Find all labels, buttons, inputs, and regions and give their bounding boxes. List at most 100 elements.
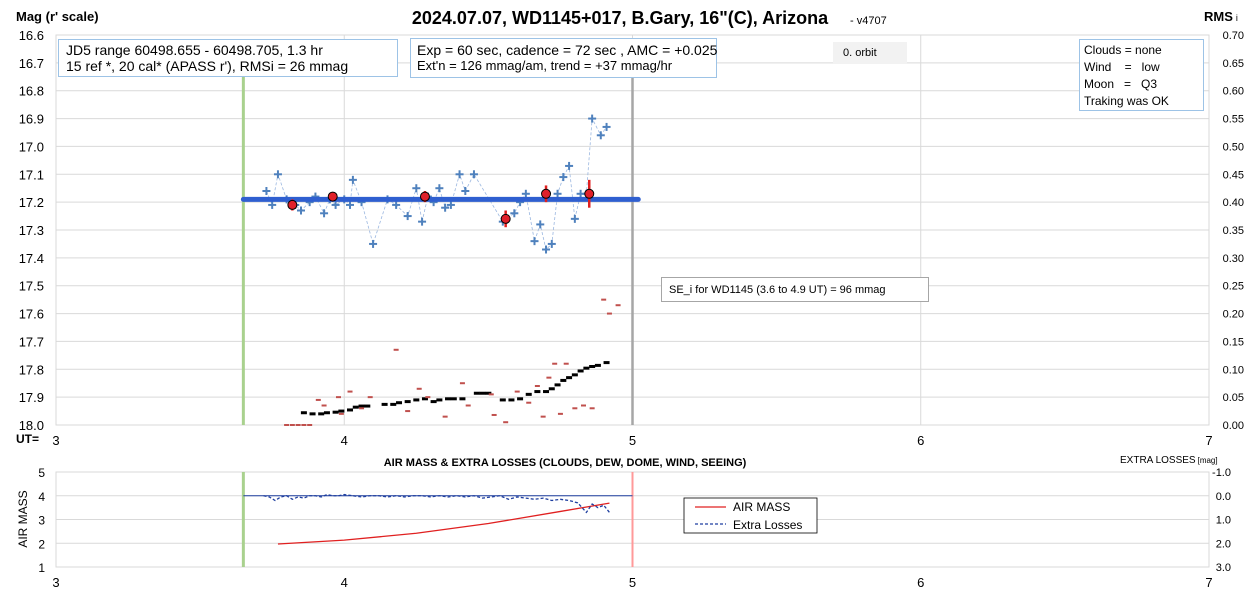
top-rms-tick-label: 0.20 xyxy=(1223,309,1244,321)
rms-running-mark xyxy=(381,402,388,406)
right-axis-label-sub: i xyxy=(1236,13,1238,23)
average-mark xyxy=(327,191,338,202)
rms-point-mark xyxy=(503,421,509,424)
rms-point-mark xyxy=(606,312,612,315)
plus-mark xyxy=(320,209,329,218)
top-rms-tick-label: 0.15 xyxy=(1223,336,1244,348)
bottom-x-tick-label: 4 xyxy=(341,575,348,590)
plus-mark xyxy=(530,237,539,246)
top-y-tick-label: 16.8 xyxy=(19,84,44,99)
right-axis-label-main: RMS xyxy=(1204,9,1233,24)
rms-running-mark xyxy=(430,400,437,404)
conditions-wind: Wind = low xyxy=(1084,60,1160,74)
rms-running-mark xyxy=(364,404,371,408)
plus-mark xyxy=(441,203,450,212)
top-x-tick-label: 3 xyxy=(52,433,59,448)
info-box-exposure: Exp = 60 sec, cadence = 72 sec , AMC = +… xyxy=(410,38,717,78)
rms-running-mark xyxy=(338,409,345,413)
plus-mark xyxy=(542,245,551,254)
plus-mark xyxy=(273,170,282,179)
rms-point-mark xyxy=(301,424,307,426)
rms-running-mark xyxy=(571,373,578,377)
plus-mark xyxy=(559,173,568,182)
plus-mark xyxy=(403,212,412,221)
rms-running-mark xyxy=(445,397,452,401)
rms-point-mark xyxy=(405,410,411,413)
rms-point-mark xyxy=(367,396,373,399)
average-mag-series xyxy=(287,179,595,228)
top-y-tick-label: 17.8 xyxy=(19,362,44,377)
average-mark xyxy=(419,191,430,203)
plus-mark xyxy=(268,200,277,209)
bottom-y-tick-label: 4 xyxy=(38,490,45,504)
rms-running-mark xyxy=(594,363,601,367)
rms-point-mark xyxy=(459,382,465,385)
top-y-tick-label: 17.9 xyxy=(19,390,44,405)
plus-mark xyxy=(348,175,357,184)
bottom-x-tick-labels: 3 4 5 6 7 xyxy=(52,575,1212,590)
bottom-y-tick-labels: 5 4 3 2 1 xyxy=(38,466,45,575)
rms-point-mark xyxy=(580,404,586,407)
top-ut-markers xyxy=(241,43,634,425)
rms-running-mark xyxy=(525,392,532,396)
se-box: SE_i for WD1145 (3.6 to 4.9 UT) = 96 mma… xyxy=(661,277,929,302)
rms-running-mark xyxy=(560,378,567,382)
rms-running-mark xyxy=(396,401,403,405)
bottom-right-label-unit: [mag] xyxy=(1198,456,1218,465)
rms-running-mark xyxy=(577,369,584,373)
info-box-exposure-line1: Exp = 60 sec, cadence = 72 sec , AMC = +… xyxy=(417,42,718,58)
bottom-x-tick-label: 6 xyxy=(917,575,924,590)
top-rms-tick-label: 0.35 xyxy=(1223,225,1244,237)
rms-running-mark xyxy=(499,398,506,402)
bottom-x-tick-label: 7 xyxy=(1205,575,1212,590)
top-rms-tick-label: 0.40 xyxy=(1223,197,1244,209)
plus-mark xyxy=(435,184,444,193)
bottom-y-tick-label: 5 xyxy=(38,466,45,480)
rms-running-mark xyxy=(450,397,457,401)
rms-point-mark xyxy=(335,396,341,399)
rms-point-mark xyxy=(601,298,607,301)
plus-mark xyxy=(346,200,355,209)
rms-point-mark xyxy=(534,385,540,387)
rms-running-mark xyxy=(358,404,365,408)
bottom-y-label: AIR MASS xyxy=(16,490,30,547)
rms-series xyxy=(284,298,621,426)
plus-mark xyxy=(369,239,378,248)
rms-point-mark xyxy=(289,424,295,426)
rms-running-mark xyxy=(583,366,590,370)
rms-point-mark xyxy=(563,362,569,365)
legend-airmass-label: AIR MASS xyxy=(733,500,790,514)
rms-point-mark xyxy=(552,362,558,365)
plus-mark xyxy=(588,114,597,123)
top-y-tick-label: 17.6 xyxy=(19,307,44,322)
top-rms-tick-label: 0.55 xyxy=(1223,114,1244,126)
rms-running-mark xyxy=(404,400,411,404)
rms-running-mark xyxy=(534,390,541,394)
rms-running-mark xyxy=(473,391,480,395)
left-axis-label: Mag (r' scale) xyxy=(16,9,99,24)
top-y-tick-label: 17.7 xyxy=(19,334,44,349)
rms-point-mark xyxy=(465,404,471,407)
plus-mark xyxy=(455,170,464,179)
plus-mark xyxy=(469,170,478,179)
top-panel: 2024.07.07, WD1145+017, B.Gary, 16"(C), … xyxy=(16,8,1244,448)
top-title: 2024.07.07, WD1145+017, B.Gary, 16"(C), … xyxy=(412,8,829,28)
rms-point-mark xyxy=(488,393,494,396)
bottom-y-tick-label: 3 xyxy=(38,514,45,528)
rms-point-mark xyxy=(295,424,301,426)
bottom-panel: AIR MASS & EXTRA LOSSES (CLOUDS, DEW, DO… xyxy=(16,455,1231,590)
rms-point-mark xyxy=(514,390,520,393)
average-mark xyxy=(500,210,511,228)
top-y-tick-label: 17.2 xyxy=(19,195,44,210)
rms-running-mark xyxy=(543,390,550,394)
top-x-tick-label: 6 xyxy=(917,433,924,448)
rms-point-mark xyxy=(425,396,431,399)
plus-mark xyxy=(446,200,455,209)
rms-point-mark xyxy=(557,412,563,415)
plus-mark xyxy=(392,200,401,209)
plus-mark xyxy=(297,206,306,215)
bottom-x-tick-label: 3 xyxy=(52,575,59,590)
plus-mark xyxy=(553,189,562,198)
info-box-jd-line2: 15 ref *, 20 cal* (APASS r'), RMSi = 26 … xyxy=(66,58,349,74)
